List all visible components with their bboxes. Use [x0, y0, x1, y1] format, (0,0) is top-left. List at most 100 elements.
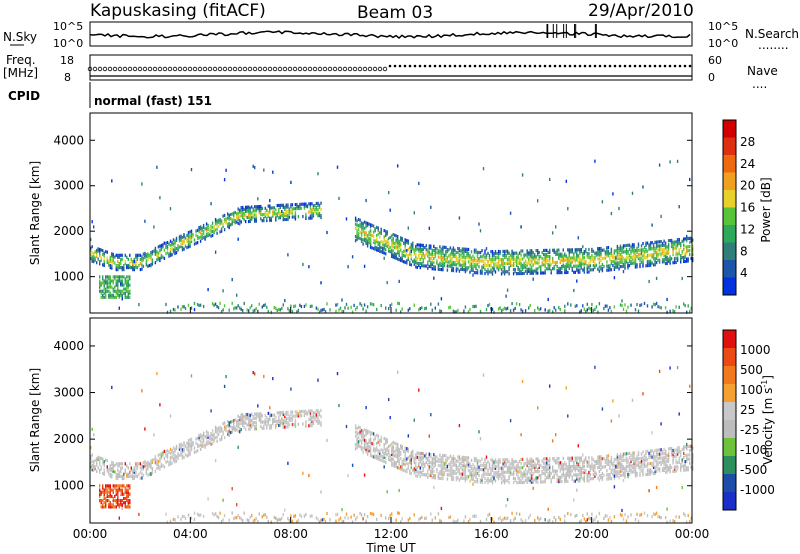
- velocity-cell: [428, 452, 430, 456]
- power-cell: [231, 222, 233, 226]
- freq-point: [468, 64, 472, 68]
- power-cell: [186, 237, 188, 242]
- velocity-cell: [540, 480, 542, 484]
- power-cell: [565, 256, 567, 260]
- power-cell: [588, 262, 590, 266]
- velocity-cell: [534, 468, 536, 472]
- velocity-cell: [126, 490, 128, 494]
- velocity-cell: [467, 462, 470, 466]
- velocity-cell: [127, 499, 129, 503]
- power-cell: [433, 276, 435, 280]
- power-cell: [397, 237, 399, 241]
- power-cell: [230, 223, 232, 227]
- power-cell: [214, 302, 217, 306]
- velocity-cell: [556, 473, 558, 477]
- power-cell: [680, 243, 682, 248]
- power-cell: [205, 222, 208, 226]
- velocity-cell: [132, 472, 134, 476]
- power-cell: [123, 266, 125, 270]
- power-cell: [455, 255, 458, 259]
- velocity-cell: [252, 414, 254, 418]
- power-cell: [576, 254, 578, 258]
- power-cell: [398, 249, 400, 254]
- velocity-cell: [246, 417, 248, 421]
- power-cell: [556, 252, 558, 256]
- power-cell: [243, 207, 245, 211]
- velocity-cell: [117, 468, 119, 472]
- velocity-cell: [512, 476, 515, 480]
- power-cell: [544, 259, 546, 263]
- power-cell: [567, 256, 569, 260]
- freq-point: [347, 66, 353, 72]
- power-cell: [187, 231, 190, 235]
- power-cell: [544, 269, 546, 273]
- power-cell: [505, 249, 507, 253]
- power-cell: [669, 259, 671, 263]
- power-cell: [267, 212, 269, 216]
- velocity-cell: [114, 484, 116, 488]
- freq-point: [117, 66, 123, 72]
- velocity-cell: [219, 429, 221, 433]
- power-cell: [440, 257, 443, 261]
- velocity-cell: [491, 466, 494, 470]
- velocity-cell: [147, 467, 149, 471]
- power-cell: [430, 265, 432, 269]
- power-cell: [427, 250, 429, 254]
- power-cell: [561, 254, 563, 258]
- power-cell: [478, 257, 480, 261]
- velocity-cell: [120, 503, 122, 507]
- power-cell: [404, 250, 406, 254]
- power-cell: [488, 264, 491, 268]
- power-cell: [431, 263, 433, 267]
- velocity-cell: [571, 475, 573, 479]
- power-cell: [395, 238, 397, 242]
- power-cell: [103, 295, 105, 299]
- velocity-cell: [315, 409, 318, 413]
- power-cell: [362, 226, 364, 230]
- velocity-cell: [568, 465, 570, 469]
- velocity-cell: [562, 473, 564, 477]
- power-cell: [658, 248, 661, 252]
- power-cell: [233, 217, 235, 221]
- velocity-cell: [451, 473, 453, 477]
- power-cell: [133, 260, 135, 264]
- power-cell: [162, 255, 164, 259]
- power-cell: [633, 255, 635, 259]
- power-cell: [586, 252, 588, 256]
- velocity-cell: [430, 413, 432, 417]
- power-cell: [442, 268, 444, 272]
- power-cell: [646, 255, 649, 259]
- power-cell: [115, 283, 117, 287]
- velocity-cell: [506, 470, 509, 474]
- velocity-cell: [508, 466, 510, 470]
- power-cell: [309, 216, 312, 220]
- power-cell: [111, 258, 113, 262]
- power-cell: [97, 257, 99, 261]
- power-cell: [214, 222, 217, 226]
- power-cell: [663, 239, 665, 243]
- power-cell: [686, 237, 688, 241]
- power-cell: [579, 262, 581, 266]
- velocity-cell: [517, 480, 519, 485]
- power-cell: [672, 246, 674, 250]
- power-cell: [117, 253, 119, 257]
- velocity-cell: [127, 466, 129, 470]
- velocity-cell: [196, 442, 199, 447]
- velocity-cell: [524, 519, 527, 523]
- power-cell: [239, 208, 241, 212]
- velocity-cell: [363, 438, 366, 442]
- velocity-cell: [115, 474, 117, 478]
- power-cell: [383, 229, 385, 233]
- velocity-cell: [190, 443, 193, 447]
- velocity-cell: [279, 421, 281, 425]
- velocity-cell: [326, 438, 328, 442]
- power-cell: [109, 264, 111, 268]
- power-cell: [121, 279, 123, 283]
- power-cell: [437, 265, 440, 269]
- power-cell: [440, 247, 443, 251]
- power-cell: [452, 309, 455, 313]
- power-cell: [502, 258, 504, 262]
- power-cell: [201, 234, 203, 238]
- power-cell: [117, 285, 119, 289]
- velocity-cell: [231, 419, 233, 423]
